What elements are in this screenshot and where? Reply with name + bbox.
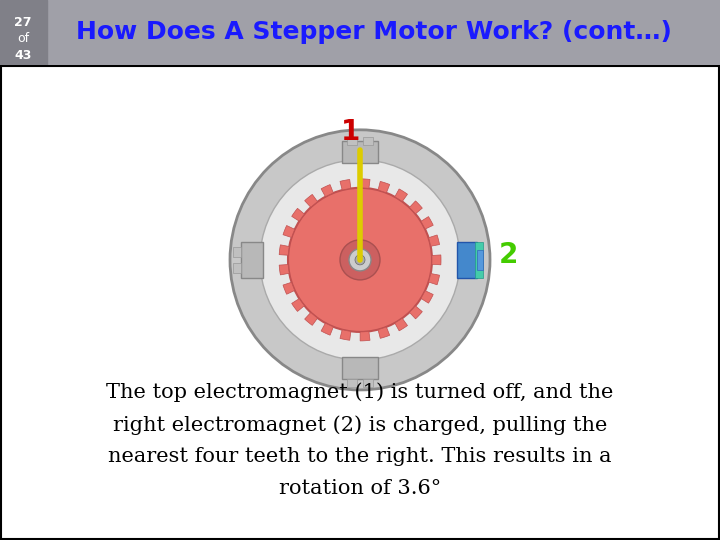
Wedge shape xyxy=(378,327,390,339)
Wedge shape xyxy=(283,226,294,238)
Text: How Does A Stepper Motor Work? (cont…): How Does A Stepper Motor Work? (cont…) xyxy=(76,21,672,44)
Wedge shape xyxy=(292,299,305,312)
Bar xyxy=(457,242,477,278)
FancyBboxPatch shape xyxy=(0,0,720,65)
Wedge shape xyxy=(279,265,289,275)
Bar xyxy=(342,357,378,379)
Bar xyxy=(342,141,378,163)
Text: The top electromagnet (1) is turned off, and the
right electromagnet (2) is char: The top electromagnet (1) is turned off,… xyxy=(107,382,613,498)
Bar xyxy=(363,379,373,387)
Wedge shape xyxy=(321,185,333,197)
Wedge shape xyxy=(410,201,423,214)
Bar xyxy=(477,250,483,270)
Wedge shape xyxy=(421,291,433,303)
Wedge shape xyxy=(279,245,289,255)
Text: 43: 43 xyxy=(14,49,32,62)
Wedge shape xyxy=(283,282,294,294)
Wedge shape xyxy=(305,313,318,326)
Circle shape xyxy=(340,240,380,280)
Wedge shape xyxy=(378,181,390,193)
Bar xyxy=(241,242,263,278)
Wedge shape xyxy=(321,323,333,335)
Circle shape xyxy=(355,255,365,265)
Wedge shape xyxy=(340,179,351,190)
Bar xyxy=(363,137,373,145)
Text: of: of xyxy=(17,32,29,45)
Wedge shape xyxy=(432,255,441,265)
Bar xyxy=(475,242,483,278)
Wedge shape xyxy=(305,194,318,207)
Wedge shape xyxy=(421,217,433,229)
FancyBboxPatch shape xyxy=(0,0,47,65)
Wedge shape xyxy=(360,179,370,188)
Wedge shape xyxy=(428,273,439,285)
Wedge shape xyxy=(292,208,305,221)
Wedge shape xyxy=(395,318,408,331)
Circle shape xyxy=(288,188,432,332)
Circle shape xyxy=(230,130,490,390)
Text: 27: 27 xyxy=(14,16,32,29)
Bar xyxy=(233,247,241,257)
Wedge shape xyxy=(395,189,408,201)
Bar xyxy=(347,379,357,387)
Wedge shape xyxy=(410,306,423,319)
Wedge shape xyxy=(340,330,351,340)
Wedge shape xyxy=(360,332,370,341)
FancyBboxPatch shape xyxy=(1,66,719,539)
Wedge shape xyxy=(428,235,439,246)
Text: 2: 2 xyxy=(498,241,518,269)
Bar xyxy=(347,137,357,145)
Circle shape xyxy=(260,160,460,360)
Bar xyxy=(233,263,241,273)
Circle shape xyxy=(349,249,371,271)
Text: 1: 1 xyxy=(341,118,359,146)
